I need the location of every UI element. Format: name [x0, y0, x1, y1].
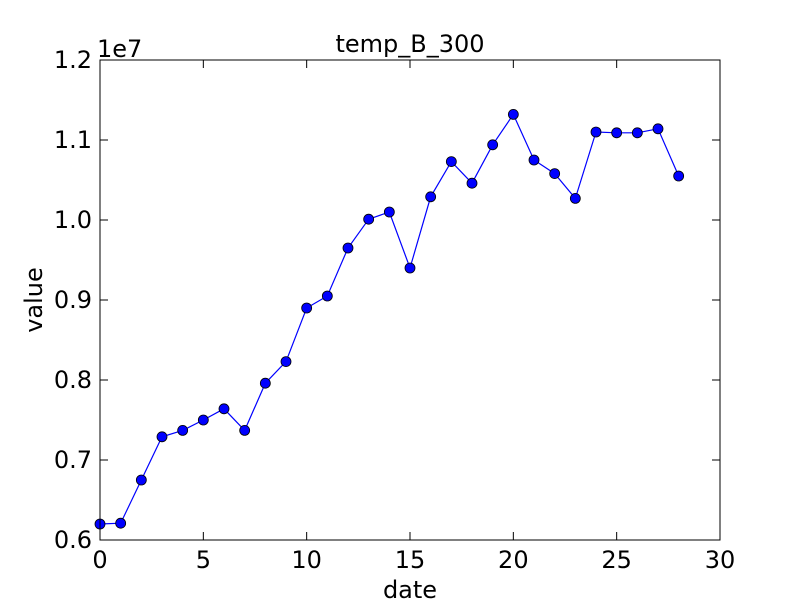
x-tick-label: 20: [498, 546, 529, 574]
data-point: [218, 403, 230, 415]
data-point: [156, 431, 168, 443]
data-point: [259, 377, 271, 389]
data-point: [363, 213, 375, 225]
x-tick-label: 25: [601, 546, 632, 574]
y-tick-label: 0.9: [54, 286, 92, 314]
x-tick-label: 30: [705, 546, 736, 574]
data-point: [590, 126, 602, 138]
data-point: [507, 109, 519, 120]
y-tick-label: 1.0: [54, 206, 92, 234]
x-axis-label: date: [383, 576, 437, 600]
y-tick-label: 1.1: [54, 126, 92, 154]
data-point: [652, 123, 664, 135]
ticks-layer: 0 5 10 15 20 25 30 0.6 0.7 0.8 0.9 1.0 1.1 1.2: [54, 46, 735, 574]
y-offset-label: 1e7: [97, 35, 142, 63]
data-point: [280, 356, 292, 368]
data-point: [383, 206, 395, 218]
x-tick-label: 15: [395, 546, 426, 574]
y-tick-label: 0.6: [54, 526, 92, 554]
data-point: [425, 191, 437, 203]
data-point: [177, 424, 189, 436]
data-point: [404, 262, 416, 274]
x-tick-label: 10: [291, 546, 322, 574]
data-point: [673, 170, 685, 182]
data-point: [549, 168, 561, 180]
data-point: [115, 517, 127, 529]
data-point: [301, 302, 313, 314]
data-point: [445, 156, 457, 168]
y-tick-label: 0.8: [54, 366, 92, 394]
data-point: [239, 424, 251, 436]
data-point: [631, 127, 643, 139]
chart-title: temp_B_300: [335, 30, 484, 58]
series-layer: [94, 109, 685, 530]
series-line: [99, 113, 680, 525]
y-axis-label: value: [20, 267, 48, 333]
plot-frame: [99, 59, 721, 541]
data-point: [487, 139, 499, 151]
data-point: [466, 177, 478, 189]
data-point: [569, 192, 581, 204]
data-point: [135, 474, 147, 486]
x-tick-label: 0: [92, 546, 107, 574]
data-point: [342, 242, 354, 254]
y-tick-label: 0.7: [54, 446, 92, 474]
data-point: [528, 154, 540, 166]
data-point: [197, 414, 209, 426]
data-point: [321, 290, 333, 302]
x-tick-label: 5: [196, 546, 211, 574]
data-point: [611, 127, 623, 139]
y-tick-label: 1.2: [54, 46, 92, 74]
